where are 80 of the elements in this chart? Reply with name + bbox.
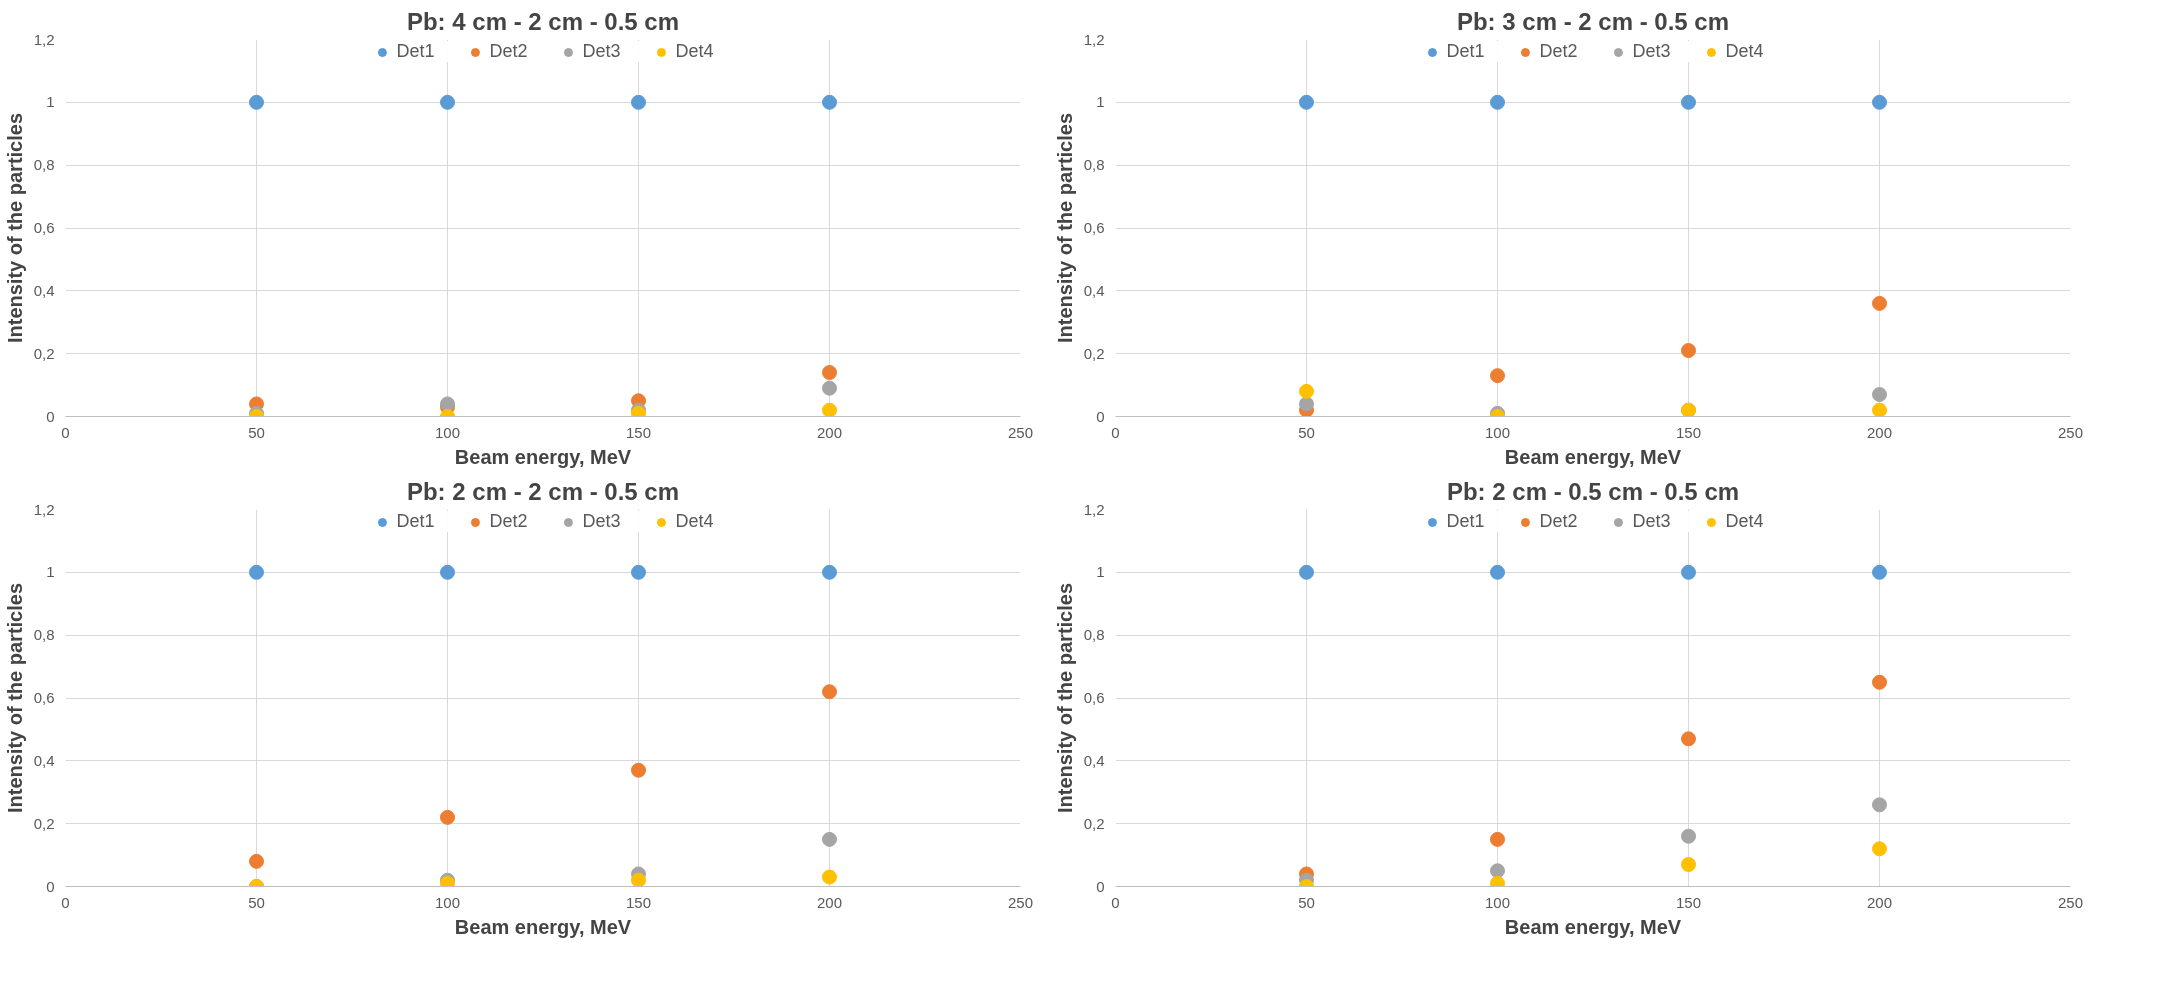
x-axis-title: Beam energy, MeV [454, 915, 632, 938]
legend-label: Det4 [675, 41, 714, 62]
x-tick-label: 100 [434, 423, 461, 441]
legend-label: Det2 [1539, 41, 1578, 62]
y-axis-title: Intensity of the particles [3, 112, 26, 344]
x-tick-label: 50 [248, 423, 265, 441]
y-tick-label: 1,2 [1083, 500, 1105, 518]
x-tick-label: 200 [1866, 893, 1893, 911]
chart-title: Pb: 2 cm - 2 cm - 0.5 cm [406, 477, 680, 505]
legend-label: Det4 [1725, 41, 1764, 62]
x-tick-label: 150 [625, 893, 652, 911]
x-tick-label: 150 [1675, 423, 1702, 441]
y-tick-label: 0,2 [33, 344, 55, 362]
y-tick-label: 1,2 [33, 500, 55, 518]
y-tick-label: 0,4 [1083, 281, 1105, 299]
legend-label: Det4 [675, 511, 714, 532]
legend-label: Det3 [1632, 41, 1671, 62]
y-tick-label: 0 [1096, 877, 1105, 895]
x-axis-title: Beam energy, MeV [1504, 445, 1682, 468]
y-tick-label: 1 [46, 93, 55, 111]
legend-label: Det3 [582, 511, 621, 532]
x-tick-label: 0 [1111, 893, 1120, 911]
y-tick-label: 0,6 [33, 219, 55, 236]
chart-title: Pb: 2 cm - 0.5 cm - 0.5 cm [1446, 477, 1740, 505]
legend-label: Det2 [1539, 511, 1578, 532]
y-tick-label: 1 [46, 563, 55, 581]
legend-label: Det1 [396, 41, 435, 62]
y-tick-label: 0,8 [1083, 156, 1105, 174]
chart-title: Pb: 3 cm - 2 cm - 0.5 cm [1456, 7, 1730, 35]
y-axis-title: Intensity of the particles [1053, 112, 1076, 344]
y-tick-label: 0,2 [33, 814, 55, 832]
y-tick-label: 0,2 [1083, 344, 1105, 362]
y-tick-label: 0,8 [33, 626, 55, 644]
legend-label: Det3 [582, 41, 621, 62]
y-tick-label: 1,2 [1083, 30, 1105, 48]
y-axis-title: Intensity of the particles [3, 582, 26, 814]
legend-label: Det2 [489, 41, 528, 62]
x-tick-label: 250 [2057, 893, 2084, 911]
x-tick-label: 0 [61, 893, 70, 911]
y-axis-title: Intensity of the particles [1053, 582, 1076, 814]
x-axis-title: Beam energy, MeV [1504, 915, 1682, 938]
legend-label: Det1 [1446, 511, 1485, 532]
x-axis-title: Beam energy, MeV [454, 445, 632, 468]
chart-title: Pb: 4 cm - 2 cm - 0.5 cm [406, 7, 680, 35]
legend-label: Det4 [1725, 511, 1764, 532]
y-tick-label: 0,4 [1083, 751, 1105, 769]
y-tick-label: 1,2 [33, 30, 55, 48]
x-tick-label: 100 [1484, 423, 1511, 441]
x-tick-label: 250 [1007, 423, 1034, 441]
y-tick-label: 0 [46, 877, 55, 895]
x-tick-label: 200 [816, 893, 843, 911]
y-tick-label: 0,8 [1083, 626, 1105, 644]
x-tick-label: 100 [434, 893, 461, 911]
x-tick-label: 100 [1484, 893, 1511, 911]
x-tick-label: 0 [61, 423, 70, 441]
legend-label: Det1 [1446, 41, 1485, 62]
x-tick-label: 50 [248, 893, 265, 911]
y-tick-label: 0,6 [33, 689, 55, 706]
legend-label: Det1 [396, 511, 435, 532]
y-tick-label: 0,4 [33, 281, 55, 299]
y-tick-label: 0,2 [1083, 814, 1105, 832]
x-tick-label: 250 [2057, 423, 2084, 441]
x-tick-label: 150 [1675, 893, 1702, 911]
y-tick-label: 1 [1096, 93, 1105, 111]
x-tick-label: 200 [1866, 423, 1893, 441]
y-tick-label: 0,4 [33, 751, 55, 769]
x-tick-label: 200 [816, 423, 843, 441]
x-tick-label: 150 [625, 423, 652, 441]
y-tick-label: 1 [1096, 563, 1105, 581]
y-tick-label: 0 [46, 407, 55, 425]
y-tick-label: 0,8 [33, 156, 55, 174]
y-tick-label: 0,6 [1083, 689, 1105, 706]
x-tick-label: 50 [1298, 423, 1315, 441]
x-tick-label: 250 [1007, 893, 1034, 911]
legend-label: Det2 [489, 511, 528, 532]
y-tick-label: 0 [1096, 407, 1105, 425]
x-tick-label: 50 [1298, 893, 1315, 911]
legend-label: Det3 [1632, 511, 1671, 532]
x-tick-label: 0 [1111, 423, 1120, 441]
y-tick-label: 0,6 [1083, 219, 1105, 236]
